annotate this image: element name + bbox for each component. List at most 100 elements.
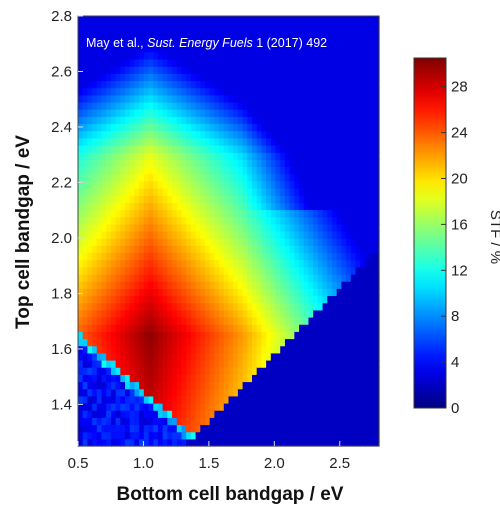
- heatmap-cell: [153, 410, 159, 418]
- heatmap-cell: [134, 87, 140, 96]
- heatmap-cell: [331, 317, 338, 325]
- heatmap-cell: [78, 87, 84, 96]
- heatmap-cell: [341, 424, 347, 433]
- heatmap-cell: [87, 23, 93, 31]
- heatmap-cell: [190, 374, 197, 383]
- heatmap-cell: [294, 80, 300, 89]
- heatmap-cell: [256, 195, 263, 203]
- heatmap-cell: [341, 431, 347, 440]
- heatmap-cell: [96, 431, 103, 440]
- heatmap-cell: [186, 130, 192, 139]
- heatmap-cell: [134, 288, 140, 297]
- heatmap-cell: [96, 231, 103, 239]
- heatmap-cell: [195, 180, 201, 189]
- heatmap-cell: [181, 431, 187, 440]
- heatmap-cell: [214, 381, 220, 390]
- heatmap-cell: [101, 395, 107, 404]
- heatmap-cell: [336, 130, 342, 139]
- heatmap-cell: [115, 252, 121, 261]
- heatmap-cell: [280, 216, 286, 225]
- heatmap-cell: [120, 345, 126, 354]
- heatmap-cell: [299, 266, 305, 275]
- heatmap-cell: [115, 123, 121, 132]
- heatmap-cell: [110, 424, 117, 433]
- heatmap-cell: [92, 431, 98, 440]
- heatmap-cell: [219, 374, 225, 383]
- citation-journal: Sust. Energy Fuels: [147, 36, 253, 50]
- heatmap-cell: [167, 94, 173, 103]
- heatmap-cell: [299, 66, 305, 74]
- heatmap-cell: [78, 159, 84, 168]
- heatmap-cell: [313, 145, 319, 153]
- heatmap-cell: [167, 338, 173, 347]
- heatmap-cell: [261, 417, 267, 426]
- heatmap-cell: [294, 159, 300, 168]
- heatmap-cell: [341, 216, 347, 225]
- heatmap-cell: [327, 352, 333, 361]
- heatmap-cell: [237, 166, 244, 175]
- heatmap-cell: [82, 431, 88, 440]
- heatmap-cell: [139, 116, 145, 125]
- heatmap-cell: [157, 123, 164, 132]
- heatmap-cell: [374, 266, 380, 275]
- heatmap-cell: [167, 16, 173, 24]
- heatmap-cell: [233, 216, 239, 225]
- heatmap-cell: [252, 403, 258, 411]
- heatmap-cell: [96, 73, 103, 82]
- heatmap-cell: [101, 152, 107, 160]
- heatmap-cell: [284, 381, 291, 390]
- heatmap-cell: [360, 438, 366, 447]
- heatmap-cell: [78, 73, 84, 82]
- heatmap-cell: [148, 360, 154, 368]
- heatmap-cell: [186, 180, 192, 189]
- heatmap-cell: [172, 266, 178, 275]
- heatmap-cell: [186, 152, 192, 160]
- heatmap-cell: [223, 410, 230, 418]
- heatmap-cell: [190, 145, 197, 153]
- heatmap-cell: [270, 23, 277, 31]
- heatmap-cell: [172, 94, 178, 103]
- heatmap-cell: [275, 395, 281, 404]
- heatmap-cell: [308, 59, 314, 67]
- heatmap-cell: [261, 44, 267, 53]
- heatmap-cell: [341, 338, 347, 347]
- heatmap-cell: [280, 410, 286, 418]
- heatmap-cell: [280, 417, 286, 426]
- heatmap-cell: [153, 438, 159, 447]
- heatmap-cell: [303, 367, 310, 375]
- heatmap-cell: [223, 137, 230, 146]
- heatmap-cell: [176, 238, 183, 246]
- heatmap-cell: [256, 16, 263, 24]
- heatmap-cell: [78, 388, 84, 397]
- heatmap-cell: [223, 367, 230, 375]
- heatmap-cell: [327, 238, 333, 246]
- heatmap-cell: [172, 324, 178, 332]
- heatmap-cell: [101, 109, 107, 117]
- heatmap-cell: [350, 403, 357, 411]
- heatmap-cell: [289, 166, 295, 175]
- heatmap-cell: [153, 309, 159, 318]
- heatmap-cell: [214, 188, 220, 196]
- heatmap-cell: [200, 87, 206, 96]
- heatmap-cell: [115, 59, 121, 67]
- heatmap-cell: [139, 424, 145, 433]
- heatmap-cell: [355, 87, 361, 96]
- heatmap-cell: [299, 288, 305, 297]
- heatmap-cell: [299, 73, 305, 82]
- heatmap-cell: [256, 252, 263, 261]
- heatmap-cell: [139, 281, 145, 289]
- heatmap-cell: [308, 259, 314, 268]
- heatmap-cell: [350, 238, 357, 246]
- heatmap-cell: [289, 345, 295, 354]
- heatmap-cell: [228, 73, 234, 82]
- heatmap-cell: [346, 395, 352, 404]
- heatmap-cell: [247, 209, 253, 218]
- heatmap-cell: [82, 403, 88, 411]
- heatmap-cell: [355, 180, 361, 189]
- heatmap-cell: [374, 259, 380, 268]
- heatmap-cell: [167, 438, 173, 447]
- heatmap-cell: [120, 216, 126, 225]
- heatmap-cell: [233, 438, 239, 447]
- heatmap-cell: [87, 245, 93, 254]
- heatmap-cell: [157, 137, 164, 146]
